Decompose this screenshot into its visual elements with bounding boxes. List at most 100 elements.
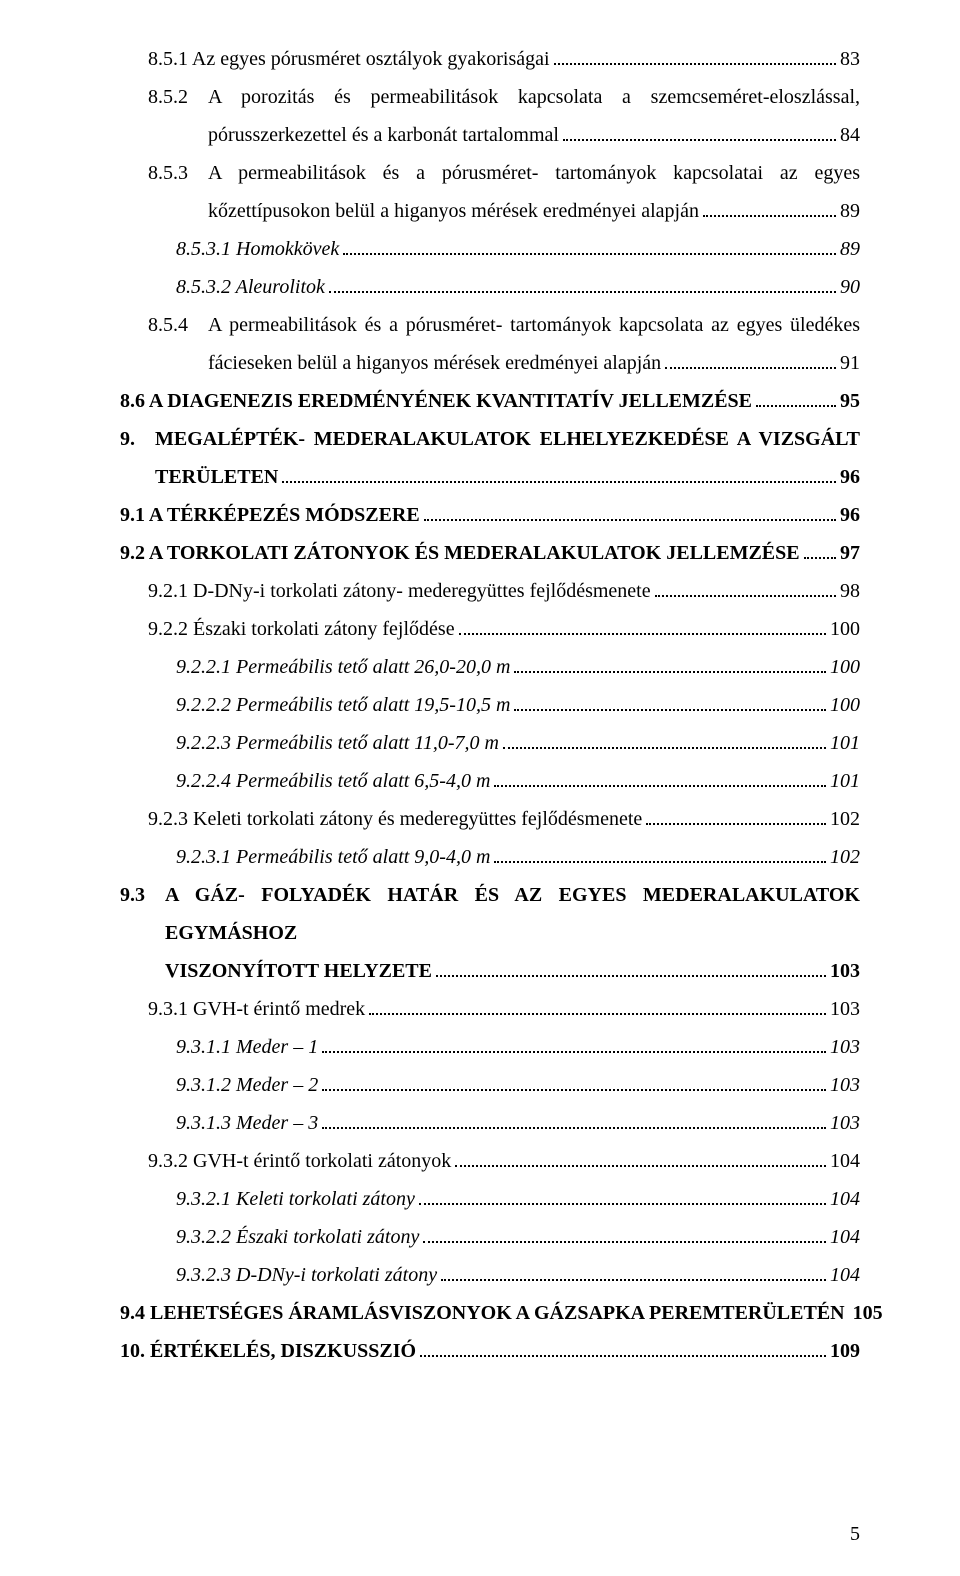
toc-entry-label: 9.2.2.3 Permeábilis tető alatt 11,0-7,0 … bbox=[176, 724, 499, 762]
toc-entry-label: 9.3.1.1 Meder – 1 bbox=[176, 1028, 318, 1066]
toc-entry-number: 8.5.3 bbox=[148, 154, 208, 192]
toc-leader-dots bbox=[436, 959, 826, 977]
toc-leader-dots bbox=[329, 275, 836, 293]
toc-entry-page: 100 bbox=[830, 648, 860, 686]
toc-entry: 8.5.4A permeabilitások és a pórusméret- … bbox=[120, 306, 860, 382]
table-of-contents: 8.5.1 Az egyes pórusméret osztályok gyak… bbox=[120, 40, 860, 1370]
toc-leader-dots bbox=[703, 199, 836, 217]
toc-entry-page: 89 bbox=[840, 230, 860, 268]
toc-entry-page: 101 bbox=[830, 724, 860, 762]
toc-entry: 9.MEGALÉPTÉK- MEDERALAKULATOK ELHELYEZKE… bbox=[120, 420, 860, 496]
toc-entry-page: 98 bbox=[840, 572, 860, 610]
toc-entry-label: 9.3.2.3 D-DNy-i torkolati zátony bbox=[176, 1256, 437, 1294]
toc-entry-number: 9.3 bbox=[120, 876, 165, 914]
toc-entry: 8.5.3.1 Homokkövek89 bbox=[120, 230, 860, 268]
toc-entry: 9.2.2 Északi torkolati zátony fejlődése1… bbox=[120, 610, 860, 648]
toc-entry: 9.3.2.3 D-DNy-i torkolati zátony 104 bbox=[120, 1256, 860, 1294]
toc-entry: 8.5.3.2 Aleurolitok 90 bbox=[120, 268, 860, 306]
toc-leader-dots bbox=[420, 1339, 826, 1357]
toc-leader-dots bbox=[514, 655, 826, 673]
toc-leader-dots bbox=[554, 47, 836, 65]
toc-entry-label: 8.5.3.2 Aleurolitok bbox=[176, 268, 325, 306]
toc-leader-dots bbox=[503, 731, 826, 749]
toc-entry: 9.2.1 D-DNy-i torkolati zátony- mederegy… bbox=[120, 572, 860, 610]
toc-entry-label: 9.2 A TORKOLATI ZÁTONYOK ÉS MEDERALAKULA… bbox=[120, 534, 800, 572]
toc-entry: 9.3.1.2 Meder – 2 103 bbox=[120, 1066, 860, 1104]
toc-leader-dots bbox=[424, 503, 836, 521]
toc-entry: 9.3.1.3 Meder – 3 103 bbox=[120, 1104, 860, 1142]
toc-leader-dots bbox=[563, 123, 836, 141]
toc-leader-dots bbox=[441, 1263, 826, 1281]
toc-entry: 9.2.2.2 Permeábilis tető alatt 19,5-10,5… bbox=[120, 686, 860, 724]
toc-entry-label: 9.2.2.1 Permeábilis tető alatt 26,0-20,0… bbox=[176, 648, 510, 686]
toc-entry-label: 9.3.2 GVH-t érintő torkolati zátonyok bbox=[148, 1142, 451, 1180]
toc-leader-dots bbox=[514, 693, 826, 711]
toc-entry: 9.2.2.4 Permeábilis tető alatt 6,5-4,0 m… bbox=[120, 762, 860, 800]
toc-entry: 10. ÉRTÉKELÉS, DISZKUSSZIÓ109 bbox=[120, 1332, 860, 1370]
toc-entry-page: 102 bbox=[830, 838, 860, 876]
toc-entry: 9.2 A TORKOLATI ZÁTONYOK ÉS MEDERALAKULA… bbox=[120, 534, 860, 572]
toc-entry: 8.5.1 Az egyes pórusméret osztályok gyak… bbox=[120, 40, 860, 78]
toc-entry-text-line: A permeabilitások és a pórusméret- tarto… bbox=[208, 306, 860, 344]
toc-entry: 9.2.3 Keleti torkolati zátony és medereg… bbox=[120, 800, 860, 838]
toc-leader-dots bbox=[646, 807, 826, 825]
toc-leader-dots bbox=[455, 1149, 826, 1167]
toc-entry: 9.2.2.3 Permeábilis tető alatt 11,0-7,0 … bbox=[120, 724, 860, 762]
toc-leader-dots bbox=[419, 1187, 826, 1205]
toc-entry-text-last: pórusszerkezettel és a karbonát tartalom… bbox=[208, 116, 559, 154]
toc-entry-page: 104 bbox=[830, 1218, 860, 1256]
toc-entry-label: 9.4 LEHETSÉGES ÁRAMLÁSVISZONYOK A GÁZSAP… bbox=[120, 1294, 845, 1332]
toc-entry-text-line: MEGALÉPTÉK- MEDERALAKULATOK ELHELYEZKEDÉ… bbox=[155, 420, 860, 458]
toc-entry-page: 90 bbox=[840, 268, 860, 306]
toc-entry: 9.3.2.2 Északi torkolati zátony 104 bbox=[120, 1218, 860, 1256]
toc-entry-text-last: TERÜLETEN bbox=[155, 458, 278, 496]
toc-entry-number: 8.5.2 bbox=[148, 78, 208, 116]
toc-entry-label: 9.3.2.2 Északi torkolati zátony bbox=[176, 1218, 419, 1256]
toc-leader-dots bbox=[343, 237, 836, 255]
toc-entry-label: 9.2.1 D-DNy-i torkolati zátony- mederegy… bbox=[148, 572, 651, 610]
toc-entry-label: 9.3.1.2 Meder – 2 bbox=[176, 1066, 318, 1104]
toc-entry-label: 9.2.3 Keleti torkolati zátony és medereg… bbox=[148, 800, 642, 838]
toc-entry-page: 84 bbox=[840, 116, 860, 154]
toc-entry: 8.5.2A porozitás és permeabilitások kapc… bbox=[120, 78, 860, 154]
toc-entry-number: 9. bbox=[120, 420, 155, 458]
toc-leader-dots bbox=[756, 389, 836, 407]
page: 8.5.1 Az egyes pórusméret osztályok gyak… bbox=[0, 0, 960, 1576]
toc-entry-number: 8.5.4 bbox=[148, 306, 208, 344]
toc-entry-label: 9.2.2.4 Permeábilis tető alatt 6,5-4,0 m bbox=[176, 762, 490, 800]
toc-entry-page: 103 bbox=[830, 952, 860, 990]
toc-entry-label: 9.1 A TÉRKÉPEZÉS MÓDSZERE bbox=[120, 496, 420, 534]
toc-leader-dots bbox=[804, 541, 836, 559]
toc-entry-text-last: VISZONYÍTOTT HELYZETE bbox=[165, 952, 432, 990]
toc-entry-page: 91 bbox=[840, 344, 860, 382]
toc-entry-label: 8.5.1 Az egyes pórusméret osztályok gyak… bbox=[148, 40, 550, 78]
toc-entry-page: 103 bbox=[830, 1104, 860, 1142]
toc-entry-label: 10. ÉRTÉKELÉS, DISZKUSSZIÓ bbox=[120, 1332, 416, 1370]
toc-entry: 9.2.2.1 Permeábilis tető alatt 26,0-20,0… bbox=[120, 648, 860, 686]
toc-entry: 8.6 A DIAGENEZIS EREDMÉNYÉNEK KVANTITATÍ… bbox=[120, 382, 860, 420]
toc-entry-page: 95 bbox=[840, 382, 860, 420]
toc-leader-dots bbox=[322, 1111, 826, 1129]
toc-entry: 9.2.3.1 Permeábilis tető alatt 9,0-4,0 m… bbox=[120, 838, 860, 876]
toc-entry-text-line: A permeabilitások és a pórusméret- tarto… bbox=[208, 154, 860, 192]
toc-entry-page: 104 bbox=[830, 1180, 860, 1218]
toc-entry-label: 9.3.1 GVH-t érintő medrek bbox=[148, 990, 365, 1028]
toc-entry-page: 104 bbox=[830, 1256, 860, 1294]
toc-entry-page: 89 bbox=[840, 192, 860, 230]
toc-entry-page: 96 bbox=[840, 496, 860, 534]
toc-leader-dots bbox=[494, 845, 826, 863]
toc-entry-page: 101 bbox=[830, 762, 860, 800]
toc-entry-label: 9.3.1.3 Meder – 3 bbox=[176, 1104, 318, 1142]
toc-entry: 9.3.2.1 Keleti torkolati zátony104 bbox=[120, 1180, 860, 1218]
page-number: 5 bbox=[850, 1523, 860, 1546]
toc-leader-dots bbox=[494, 769, 826, 787]
toc-entry-page: 103 bbox=[830, 1028, 860, 1066]
toc-entry: 9.3.1.1 Meder – 1 103 bbox=[120, 1028, 860, 1066]
toc-leader-dots bbox=[665, 351, 836, 369]
toc-entry-page: 97 bbox=[840, 534, 860, 572]
toc-entry-text-last: kőzettípusokon belül a higanyos mérések … bbox=[208, 192, 699, 230]
toc-entry-page: 103 bbox=[830, 1066, 860, 1104]
toc-entry: 9.3.1 GVH-t érintő medrek103 bbox=[120, 990, 860, 1028]
toc-entry-page: 96 bbox=[840, 458, 860, 496]
toc-entry-page: 100 bbox=[830, 610, 860, 648]
